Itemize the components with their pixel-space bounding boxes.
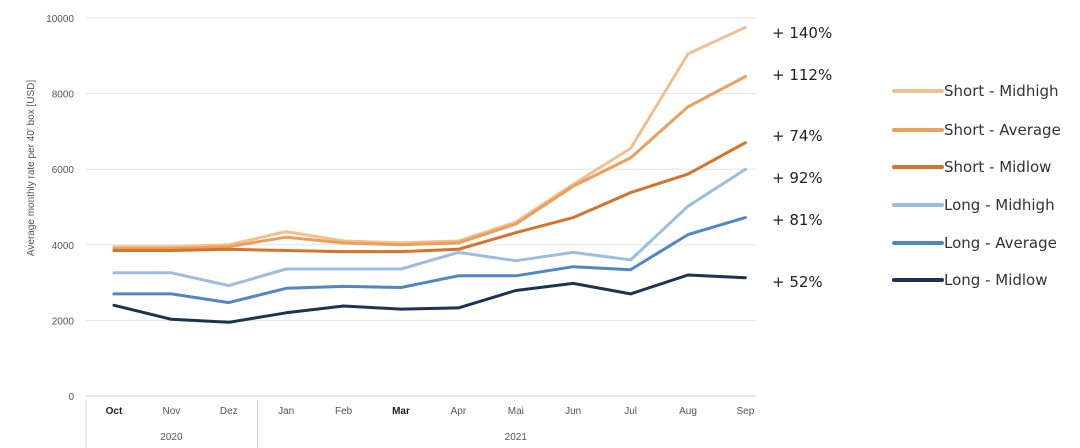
change-label: + 140% [772, 24, 832, 42]
x-tick-label: Sep [737, 406, 755, 417]
change-labels: + 140% + 112% + 74% + 92% + 81% + 52% [772, 24, 832, 291]
x-tick-label: Aug [679, 406, 697, 417]
y-tick-label: 0 [68, 392, 74, 403]
legend: Short - Midhigh Short - Average Short - Mi… [892, 82, 1061, 289]
x-tick-label: Mar [392, 406, 410, 417]
series-line [112, 75, 747, 251]
series-line [112, 25, 747, 249]
x-tick-label: Jul [624, 406, 637, 417]
x-tick-label: Jun [565, 406, 581, 417]
legend-label: Short - Midhigh [944, 82, 1059, 100]
y-tick-label: 10000 [46, 14, 74, 25]
series-lines [112, 25, 747, 324]
gridlines [86, 17, 756, 397]
y-axis-ticks: 0 2000 4000 6000 8000 10000 [46, 14, 74, 403]
change-label: + 112% [772, 66, 832, 84]
series-line [112, 141, 747, 254]
x-tick-label: Jan [278, 406, 294, 417]
x-tick-label: Apr [451, 406, 467, 417]
series-line [112, 167, 747, 288]
change-label: + 74% [772, 127, 823, 145]
y-tick-label: 4000 [52, 241, 75, 252]
x-tick-label: Nov [163, 406, 181, 417]
series-line [112, 273, 747, 324]
x-year-label: 2021 [505, 432, 528, 443]
y-tick-label: 6000 [52, 165, 75, 176]
legend-label: Long - Midlow [944, 271, 1048, 289]
y-tick-label: 8000 [52, 90, 75, 101]
legend-label: Short - Midlow [944, 158, 1051, 176]
legend-label: Short - Average [944, 121, 1061, 139]
legend-label: Long - Midhigh [944, 196, 1055, 214]
y-axis-label: Average monthly rate per 40' box [USD] [26, 80, 37, 256]
legend-label: Long - Average [944, 234, 1057, 252]
change-label: + 81% [772, 211, 823, 229]
y-tick-label: 2000 [52, 316, 75, 327]
x-tick-label: Feb [335, 406, 353, 417]
x-year-label: 2020 [160, 432, 183, 443]
x-tick-label: Oct [106, 406, 123, 417]
change-label: + 92% [772, 169, 823, 187]
x-tick-label: Mai [508, 406, 524, 417]
series-line [112, 216, 747, 305]
change-label: + 52% [772, 273, 823, 291]
x-axis: Oct Nov Dez Jan Feb Mar Apr Mai Jun Jul Aug Sep 2020… [85, 400, 755, 448]
x-tick-label: Dez [220, 406, 238, 417]
